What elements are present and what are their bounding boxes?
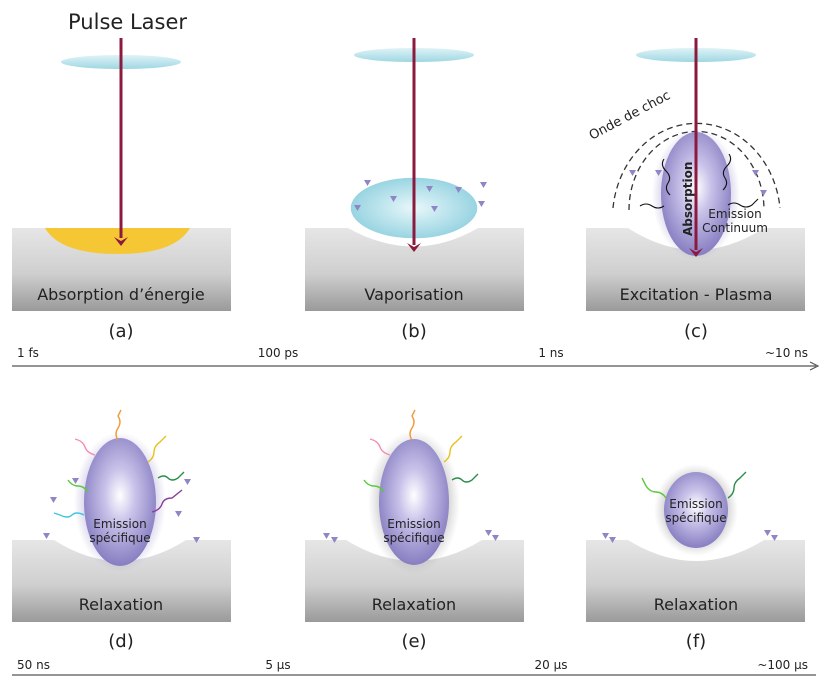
plasma-plume	[379, 439, 449, 565]
specific-emission-waves	[363, 409, 479, 493]
panel-caption: Vaporisation	[364, 285, 463, 304]
specific-emission-waves	[641, 471, 747, 499]
specific-label: spécifique	[383, 531, 444, 545]
panel-f: Emission spécifique Relaxation (f)	[586, 464, 805, 652]
panel-a: Absorption d’énergie (a)	[12, 38, 231, 342]
emission-label: Emission	[669, 497, 722, 511]
specific-emission-waves	[53, 409, 185, 518]
panel-caption: Absorption d’énergie	[37, 285, 205, 304]
ejected-particles	[354, 180, 487, 212]
ejected-particles	[43, 478, 200, 543]
continuum-label: Continuum	[702, 221, 768, 235]
absorption-label: Absorption	[681, 162, 695, 236]
time-label: 50 ns	[17, 658, 50, 672]
time-label: 20 µs	[535, 658, 568, 672]
continuum-emission-waves	[639, 153, 759, 209]
diagram-title: Pulse Laser	[68, 10, 187, 34]
panel-letter: (c)	[684, 321, 708, 342]
panel-letter: (a)	[108, 321, 133, 342]
panel-letter: (b)	[401, 321, 426, 342]
panel-letter: (e)	[401, 631, 426, 652]
panel-caption: Relaxation	[372, 595, 456, 614]
ejected-particles	[629, 170, 767, 196]
time-label: ~10 ns	[765, 346, 808, 360]
plasma-plume	[664, 472, 728, 548]
specific-label: spécifique	[89, 531, 150, 545]
ejected-particles	[323, 530, 499, 543]
specific-label: spécifique	[665, 511, 726, 525]
time-label: 1 fs	[17, 346, 39, 360]
emission-label: Emission	[387, 517, 440, 531]
panel-c: Onde de choc Absorption Emission Continu…	[586, 38, 805, 342]
timeline-top: 1 fs 100 ps 1 ns ~10 ns	[12, 346, 820, 371]
panel-b: Vaporisation (b)	[305, 38, 524, 342]
emission-label: Emission	[708, 207, 761, 221]
beam-arrowhead	[114, 237, 128, 246]
panel-letter: (d)	[108, 631, 133, 652]
plasma-plume	[84, 438, 156, 566]
shock-wave-label: Onde de choc	[587, 88, 673, 143]
panel-caption: Relaxation	[654, 595, 738, 614]
ejected-particles	[602, 530, 778, 543]
time-label: ~100 µs	[757, 658, 808, 672]
beam-arrowhead	[407, 243, 421, 252]
beam-arrowhead	[689, 248, 703, 257]
panel-d: Emission spécifique Relaxation (d)	[12, 409, 231, 652]
panel-e: Emission spécifique Relaxation (e)	[305, 409, 524, 652]
time-label: 5 µs	[265, 658, 290, 672]
time-label: 1 ns	[538, 346, 563, 360]
panel-letter: (f)	[686, 631, 706, 652]
panel-caption: Excitation - Plasma	[620, 285, 773, 304]
time-label: 100 ps	[258, 346, 299, 360]
panel-caption: Relaxation	[79, 595, 163, 614]
timeline-bottom: 50 ns 5 µs 20 µs ~100 µs	[12, 658, 816, 676]
timeline-arrow	[809, 361, 820, 371]
emission-label: Emission	[93, 517, 146, 531]
